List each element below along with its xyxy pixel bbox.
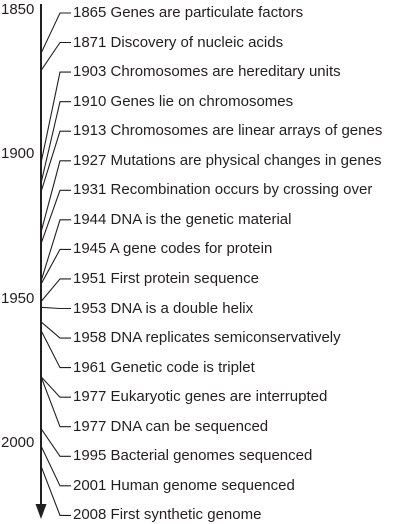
event-connector bbox=[40, 306, 71, 310]
event-label: 1977 DNA can be sequenced bbox=[73, 417, 269, 435]
event-connector bbox=[40, 376, 71, 428]
event-connector bbox=[40, 248, 71, 285]
event-connector bbox=[40, 465, 71, 516]
event-label: 1995 Bacterial genomes sequenced bbox=[73, 447, 313, 465]
event-connector bbox=[40, 376, 71, 398]
event-connector bbox=[40, 278, 71, 302]
event-label: 1944 DNA is the genetic material bbox=[73, 210, 292, 228]
event-connector bbox=[40, 130, 71, 193]
event-connector bbox=[40, 160, 71, 233]
event-connector bbox=[40, 189, 71, 244]
event-connector bbox=[40, 428, 71, 457]
event-connector bbox=[40, 445, 71, 487]
event-label: 1927 Mutations are physical changes in g… bbox=[73, 151, 382, 169]
event-connector bbox=[40, 330, 71, 369]
event-connector bbox=[40, 321, 71, 339]
event-label: 1945 A gene codes for protein bbox=[73, 240, 273, 258]
event-label: 1977 Eukaryotic genes are interrupted bbox=[73, 388, 328, 406]
event-label: 1865 Genes are particulate factors bbox=[73, 4, 304, 21]
year-label-1950: 1950 bbox=[1, 289, 35, 307]
event-connector bbox=[40, 71, 71, 164]
event-label: 2008 First synthetic genome bbox=[73, 506, 262, 524]
event-label: 2001 Human genome sequenced bbox=[73, 476, 295, 494]
year-label-1850: 1850 bbox=[1, 1, 35, 18]
event-label: 1961 Genetic code is triplet bbox=[73, 358, 255, 376]
year-label-2000: 2000 bbox=[1, 434, 35, 451]
event-connector bbox=[40, 12, 71, 54]
event-label: 1958 DNA replicates semiconservatively bbox=[73, 329, 341, 347]
event-connector bbox=[40, 219, 71, 282]
event-connectors bbox=[40, 12, 71, 516]
event-label: 1871 Discovery of nucleic acids bbox=[73, 33, 284, 51]
event-connector bbox=[40, 101, 71, 184]
event-label: 1953 DNA is a double helix bbox=[73, 299, 254, 317]
event-label: 1903 Chromosomes are hereditary units bbox=[73, 63, 341, 81]
event-label: 1931 Recombination occurs by crossing ov… bbox=[73, 181, 373, 199]
event-connector bbox=[40, 41, 71, 71]
timeline-arrowhead bbox=[35, 504, 47, 519]
event-label: 1951 First protein sequence bbox=[73, 269, 259, 287]
event-label: 1913 Chromosomes are linear arrays of ge… bbox=[73, 122, 383, 140]
event-label: 1910 Genes lie on chromosomes bbox=[73, 92, 294, 110]
year-label-1900: 1900 bbox=[1, 145, 35, 163]
